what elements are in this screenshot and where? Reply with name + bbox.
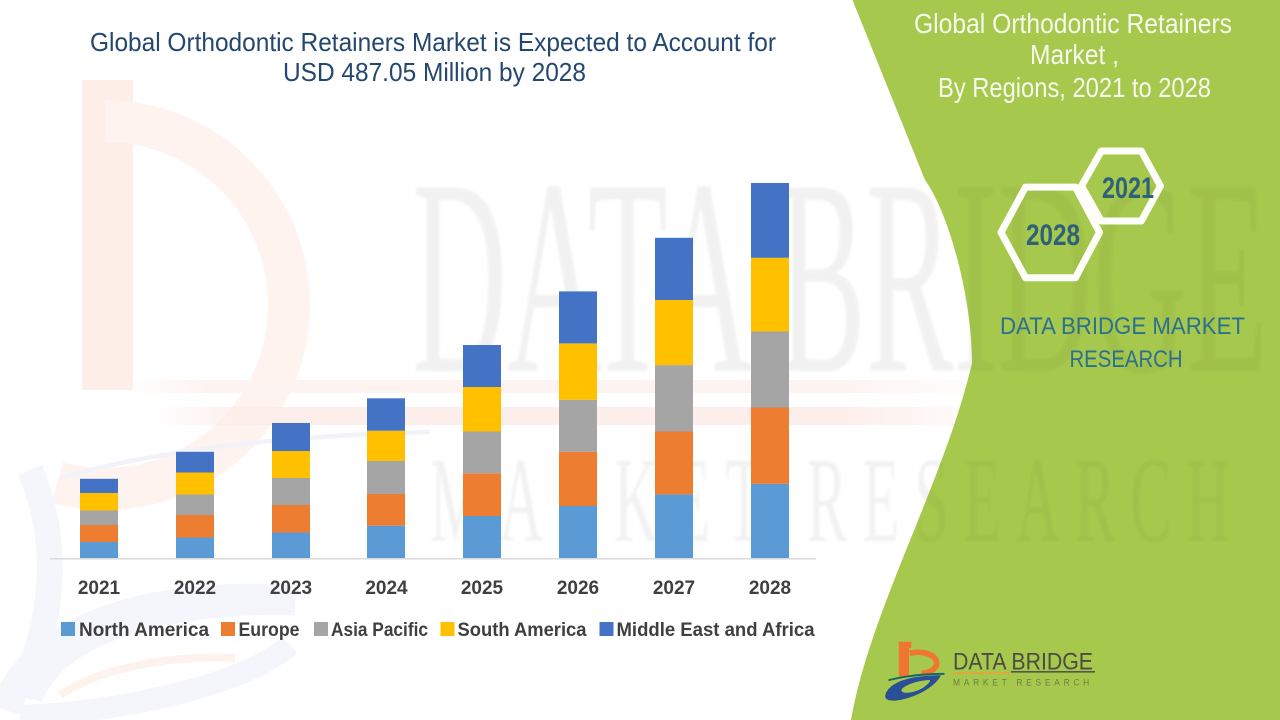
svg-text:2022: 2022	[174, 578, 216, 599]
svg-text:2021: 2021	[78, 578, 121, 599]
svg-text:South America: South America	[458, 620, 587, 641]
svg-text:2023: 2023	[270, 578, 312, 599]
svg-text:2027: 2027	[653, 578, 695, 599]
svg-text:Europe: Europe	[239, 620, 300, 641]
svg-text:By Regions, 2021 to 2028: By Regions, 2021 to 2028	[938, 72, 1211, 103]
svg-text:Market ,: Market ,	[1030, 39, 1119, 70]
svg-text:2024: 2024	[365, 578, 408, 599]
svg-text:2025: 2025	[461, 578, 504, 599]
svg-text:2028: 2028	[1026, 219, 1080, 252]
svg-text:MARKET RESEARCH: MARKET RESEARCH	[953, 678, 1093, 688]
svg-text:2028: 2028	[749, 578, 791, 599]
svg-text:DATA BRIDGE MARKET: DATA BRIDGE MARKET	[1000, 313, 1245, 340]
svg-text:2026: 2026	[557, 578, 599, 599]
svg-text:Global Orthodontic Retainers: Global Orthodontic Retainers	[914, 8, 1232, 39]
svg-text:Asia Pacific: Asia Pacific	[331, 620, 428, 641]
svg-text:2021: 2021	[1102, 172, 1154, 205]
svg-text:RESEARCH: RESEARCH	[1070, 346, 1183, 373]
svg-text:North America: North America	[79, 620, 209, 641]
svg-text:Global Orthodontic Retainers M: Global Orthodontic Retainers Market is E…	[90, 27, 776, 57]
svg-text:Middle East and Africa: Middle East and Africa	[617, 620, 815, 641]
svg-text:USD 487.05 Million by 2028: USD 487.05 Million by 2028	[283, 57, 586, 87]
